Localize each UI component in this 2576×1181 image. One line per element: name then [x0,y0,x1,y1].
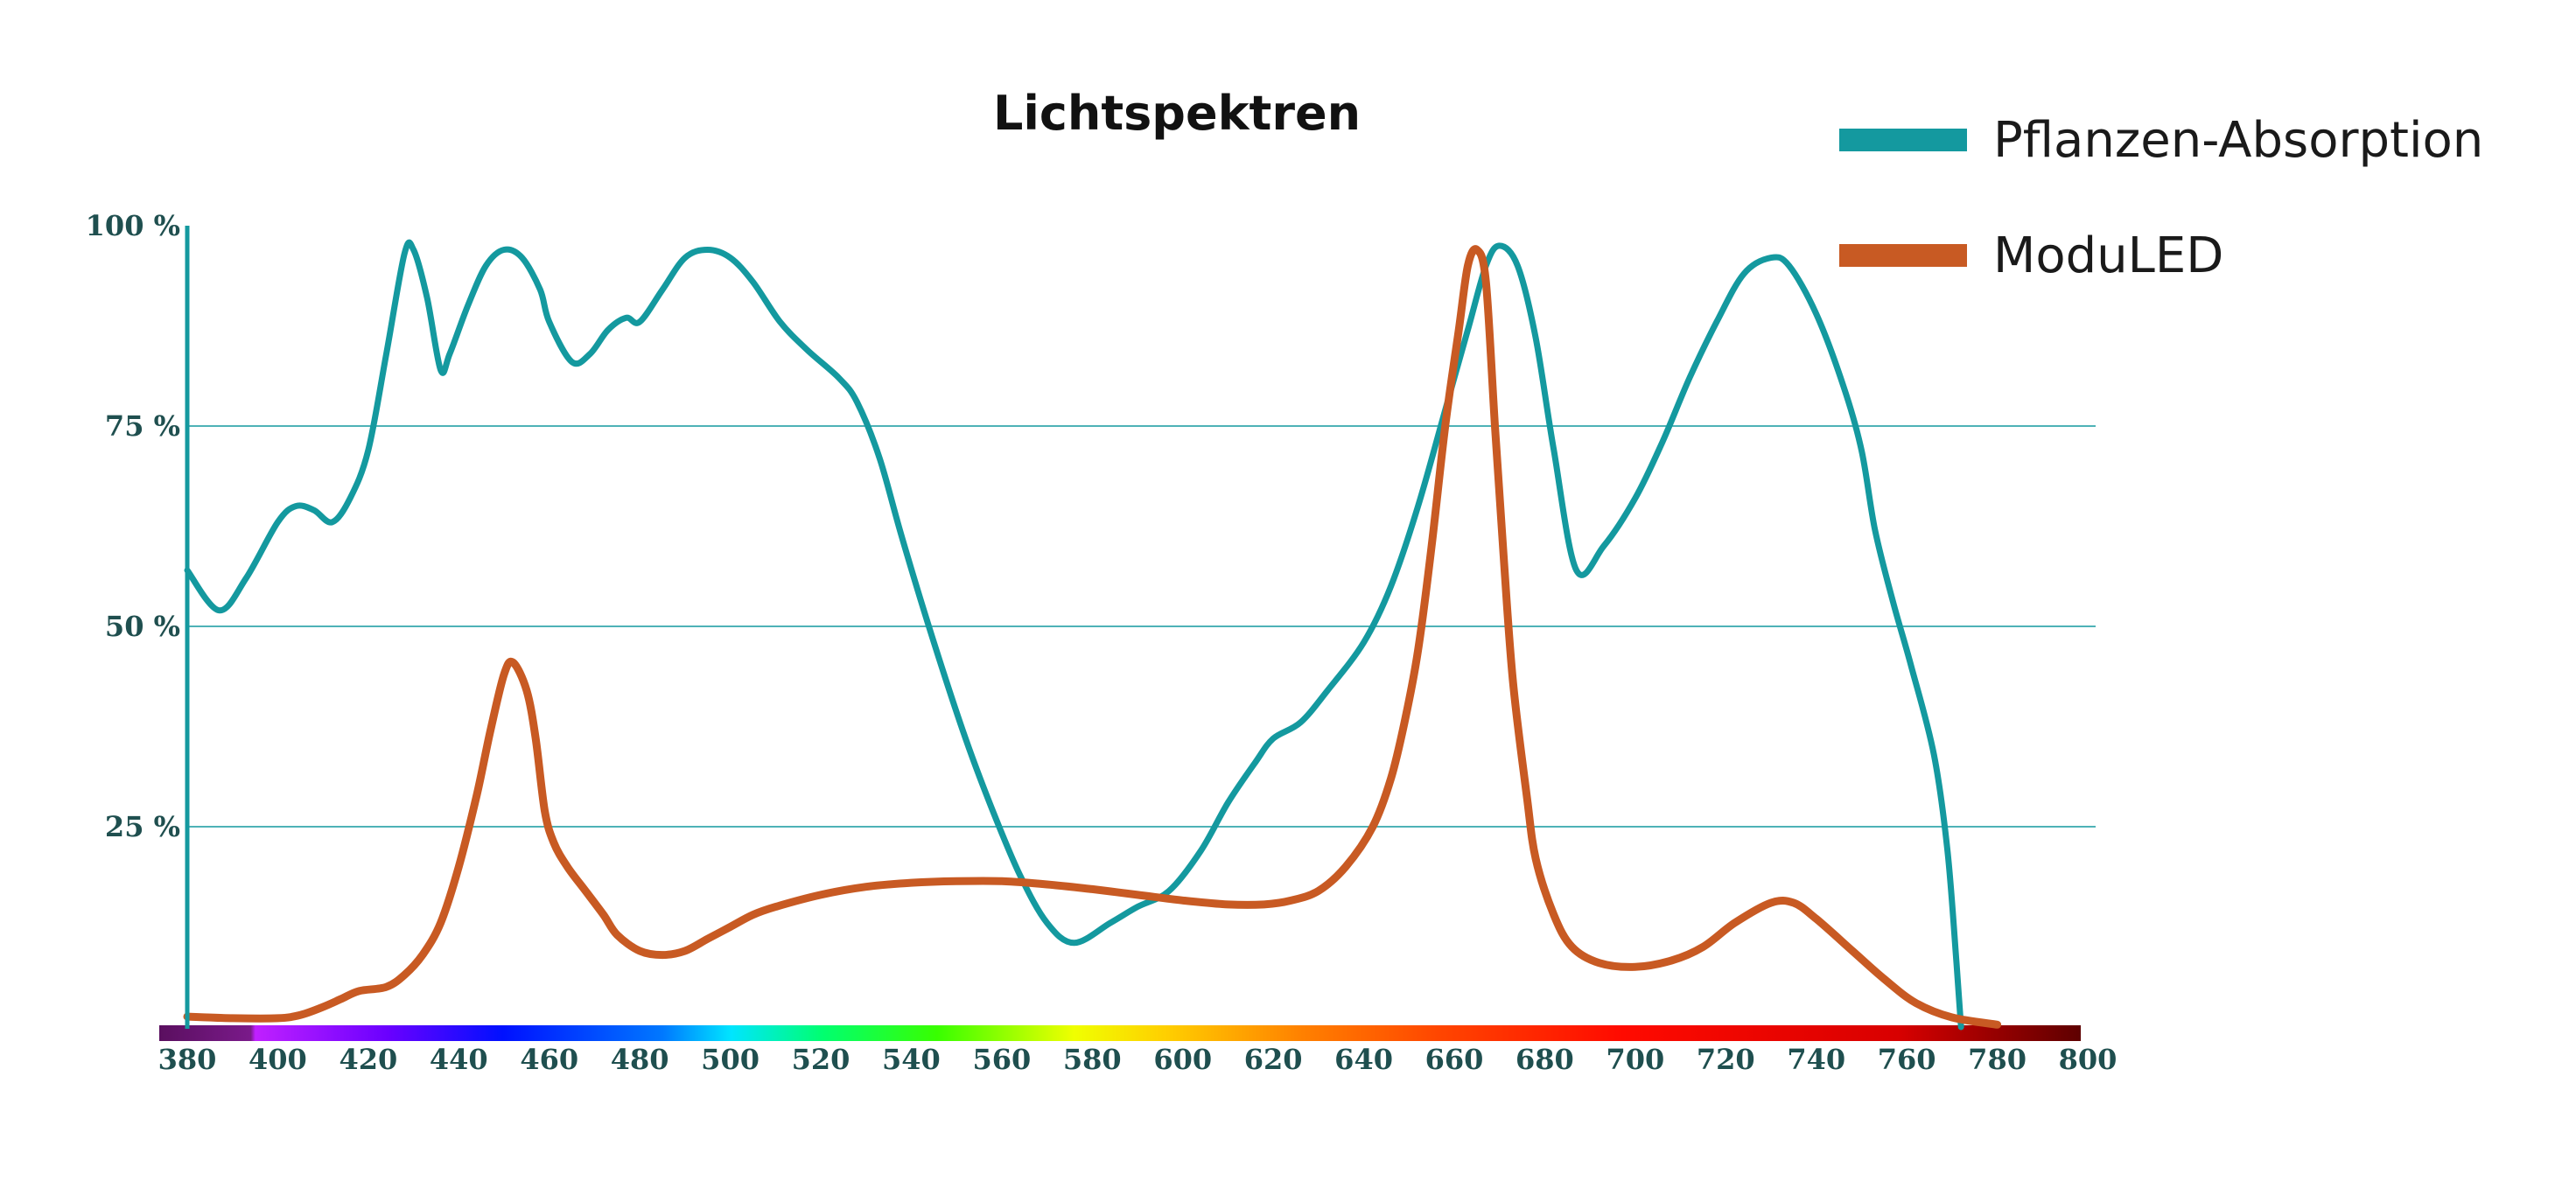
x-tick-label: 560 [972,1043,1031,1076]
x-tick-label: 520 [792,1043,850,1076]
y-tick-label: 75 % [105,409,180,443]
x-tick-label: 600 [1153,1043,1212,1076]
x-tick-label: 620 [1244,1043,1303,1076]
x-tick-label: 720 [1697,1043,1755,1076]
x-tick-label: 460 [520,1043,578,1076]
x-tick-label: 480 [611,1043,669,1076]
legend-label: ModuLED [1993,227,2223,284]
y-tick-label: 25 % [105,810,180,843]
x-tick-label: 800 [2059,1043,2118,1076]
x-tick-label: 580 [1063,1043,1122,1076]
x-tick-label: 380 [158,1043,217,1076]
legend: Pflanzen-Absorption ModuLED [1839,112,2483,284]
chart-title: Lichtspektren [993,86,1361,141]
spectrum-color-bar [159,1025,2081,1041]
series-line-pflanzen-absorption [184,239,1964,1031]
x-tick-label: 680 [1516,1043,1574,1076]
legend-swatch [1839,244,1967,267]
x-tick-label: 540 [882,1043,941,1076]
x-tick-label: 780 [1968,1043,2026,1076]
x-tick-label: 400 [248,1043,307,1076]
x-tick-label: 700 [1606,1043,1664,1076]
series-line-moduled [183,245,2002,1029]
x-tick-label: 440 [430,1043,488,1076]
x-tick-label: 760 [1878,1043,1936,1076]
x-tick-label: 500 [701,1043,760,1076]
y-axis-ticks: 25 % 50 % 75 % 100 % [86,209,180,843]
gridlines [187,425,2096,828]
x-tick-label: 420 [339,1043,397,1076]
legend-label: Pflanzen-Absorption [1993,112,2483,169]
x-tick-label: 660 [1425,1043,1484,1076]
y-tick-label: 100 % [86,209,180,242]
y-tick-label: 50 % [105,610,180,643]
x-tick-label: 740 [1787,1043,1845,1076]
x-tick-label: 640 [1334,1043,1393,1076]
legend-swatch [1839,129,1967,151]
series-lines [183,239,2002,1031]
x-axis-ticks: 380 400 420 440 460 480 500 520 540 560 580 600 620 6… [158,1043,2118,1076]
